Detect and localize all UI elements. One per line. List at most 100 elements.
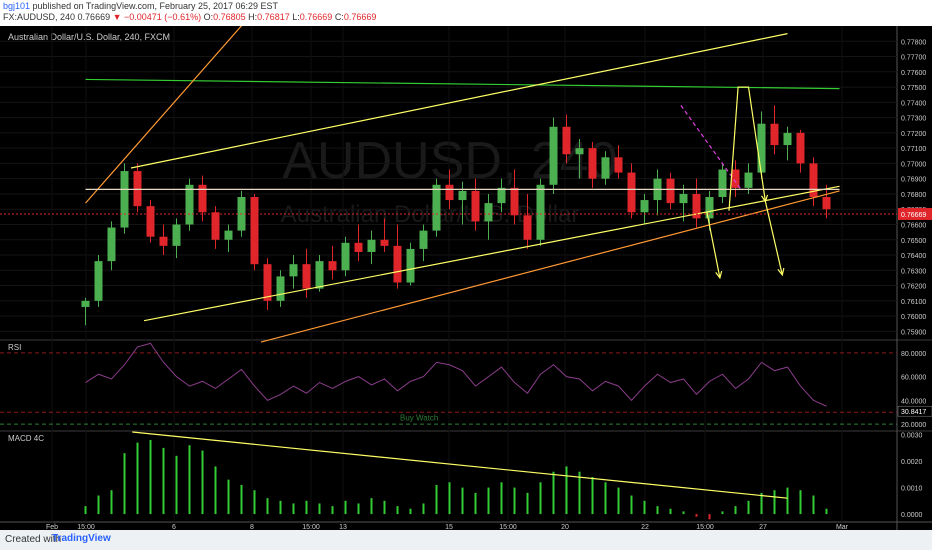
candle-body xyxy=(341,242,350,271)
rsi-line xyxy=(85,342,827,407)
candle-body xyxy=(289,264,298,277)
price-tick-label: 0.77600 xyxy=(901,70,926,77)
macd-label: MACD 4C xyxy=(8,434,44,443)
projection-arrow xyxy=(764,201,783,276)
trendline-orange-upper xyxy=(85,26,243,204)
candle-body xyxy=(354,242,363,252)
macd-tick-label: 0.0010 xyxy=(901,486,923,493)
price-tick-label: 0.77100 xyxy=(901,146,926,153)
candle-body xyxy=(510,187,519,216)
candle-body xyxy=(302,264,311,289)
candle-body xyxy=(484,203,493,222)
price-tick-label: 0.77800 xyxy=(901,39,926,46)
candle-body xyxy=(744,172,753,188)
time-tick-label: Feb xyxy=(46,524,58,530)
candle-body xyxy=(666,178,675,204)
time-tick-label: 15:00 xyxy=(77,524,95,530)
candle-body xyxy=(770,123,779,146)
candle-body xyxy=(107,227,116,262)
candle-body xyxy=(718,169,727,198)
rsi-tick-label: 80.0000 xyxy=(901,351,926,358)
time-tick-label: 15 xyxy=(445,524,453,530)
candle-body xyxy=(133,171,142,207)
arrow-head xyxy=(715,271,723,280)
macd-tick-label: 0.0000 xyxy=(901,512,923,519)
rsi-tick-label: 20.0000 xyxy=(901,422,926,429)
price-tick-label: 0.76000 xyxy=(901,314,926,321)
macd-tick-label: 0.0020 xyxy=(901,459,923,466)
candle-body xyxy=(419,230,428,249)
time-tick-label: Mar xyxy=(836,524,849,530)
candle-body xyxy=(328,261,337,271)
candle-body xyxy=(809,163,818,198)
time-tick-label: 13 xyxy=(339,524,347,530)
trendline-yellow-lower-channel xyxy=(143,185,840,322)
price-tick-label: 0.76500 xyxy=(901,238,926,245)
arrow-head xyxy=(777,267,785,277)
rsi-tick-label: 60.0000 xyxy=(901,375,926,382)
time-tick-label: 15:00 xyxy=(696,524,714,530)
candle-body xyxy=(432,184,441,231)
last-price-tag xyxy=(898,207,932,220)
candle-body xyxy=(393,245,402,283)
price-tick-label: 0.77200 xyxy=(901,131,926,138)
price-tick-label: 0.76900 xyxy=(901,177,926,184)
candle-body xyxy=(315,261,324,289)
candle-body xyxy=(198,184,207,213)
candle-body xyxy=(822,197,831,210)
low-value: 0.76669 xyxy=(299,12,333,22)
close-value: 0.76669 xyxy=(343,12,377,22)
price-tick-label: 0.76400 xyxy=(901,253,926,260)
candle-body xyxy=(731,169,740,188)
candle-body xyxy=(172,224,181,246)
candle-body xyxy=(705,197,714,219)
last-price-tag-label: 0.76669 xyxy=(901,212,926,219)
footer-bar: Created with TradingView xyxy=(0,530,932,550)
trendline-orange-lower xyxy=(260,190,840,343)
candle-body xyxy=(263,264,272,301)
candle-body xyxy=(159,236,168,246)
published-text: published on TradingView.com, February 2… xyxy=(32,1,279,11)
publish-line: bgj101 published on TradingView.com, Feb… xyxy=(3,1,278,11)
tradingview-logo[interactable]: TradingView xyxy=(52,533,111,544)
author-link[interactable]: bgj101 xyxy=(3,1,31,11)
open-value: 0.76805 xyxy=(213,12,246,22)
candle-body xyxy=(562,126,571,155)
candle-body xyxy=(614,157,623,173)
price-tick-label: 0.77700 xyxy=(901,55,926,62)
ohlc-line: FX:AUDUSD, 240 0.76669 ▼ −0.00471 (−0.61… xyxy=(3,12,376,22)
candle-body xyxy=(120,171,129,228)
candle-body xyxy=(783,132,792,146)
price-tick-label: 0.76200 xyxy=(901,284,926,291)
chart-canvas[interactable]: AUDUSD, 240 Australian Dollar/U.S. Dolla… xyxy=(0,26,932,530)
price-tick-label: 0.77400 xyxy=(901,100,926,107)
price-tick-label: 0.76600 xyxy=(901,222,926,229)
candle-body xyxy=(601,157,610,179)
candle-body xyxy=(81,300,90,307)
candle-body xyxy=(276,276,285,301)
candle-body xyxy=(757,123,766,173)
candle-body xyxy=(471,190,480,222)
header-bar: bgj101 published on TradingView.com, Feb… xyxy=(0,0,932,26)
time-tick-label: 27 xyxy=(759,524,767,530)
candle-body xyxy=(588,148,597,179)
time-tick-label: 20 xyxy=(561,524,569,530)
chart-title: Australian Dollar/U.S. Dollar, 240, FXCM xyxy=(8,32,170,42)
candle-body xyxy=(367,239,376,252)
candle-body xyxy=(692,193,701,219)
rsi-label: RSI xyxy=(8,343,21,352)
projection-arrow xyxy=(706,212,721,279)
candle-body xyxy=(549,126,558,185)
trendline-green-resistance xyxy=(85,78,840,90)
close-label: C: xyxy=(334,12,344,22)
price-tick-label: 0.77500 xyxy=(901,85,926,92)
macd-trendline xyxy=(132,431,788,499)
candle-body xyxy=(497,187,506,204)
watermark-description: Australian Dollar/U.S. Dollar xyxy=(281,201,580,228)
symbol-label: FX:AUDUSD, 240 xyxy=(3,12,76,22)
price-tick-label: 0.76100 xyxy=(901,299,926,306)
candle-body xyxy=(796,132,805,164)
rsi-last-tag-label: 30.8417 xyxy=(901,409,926,416)
candle-body xyxy=(523,215,532,240)
